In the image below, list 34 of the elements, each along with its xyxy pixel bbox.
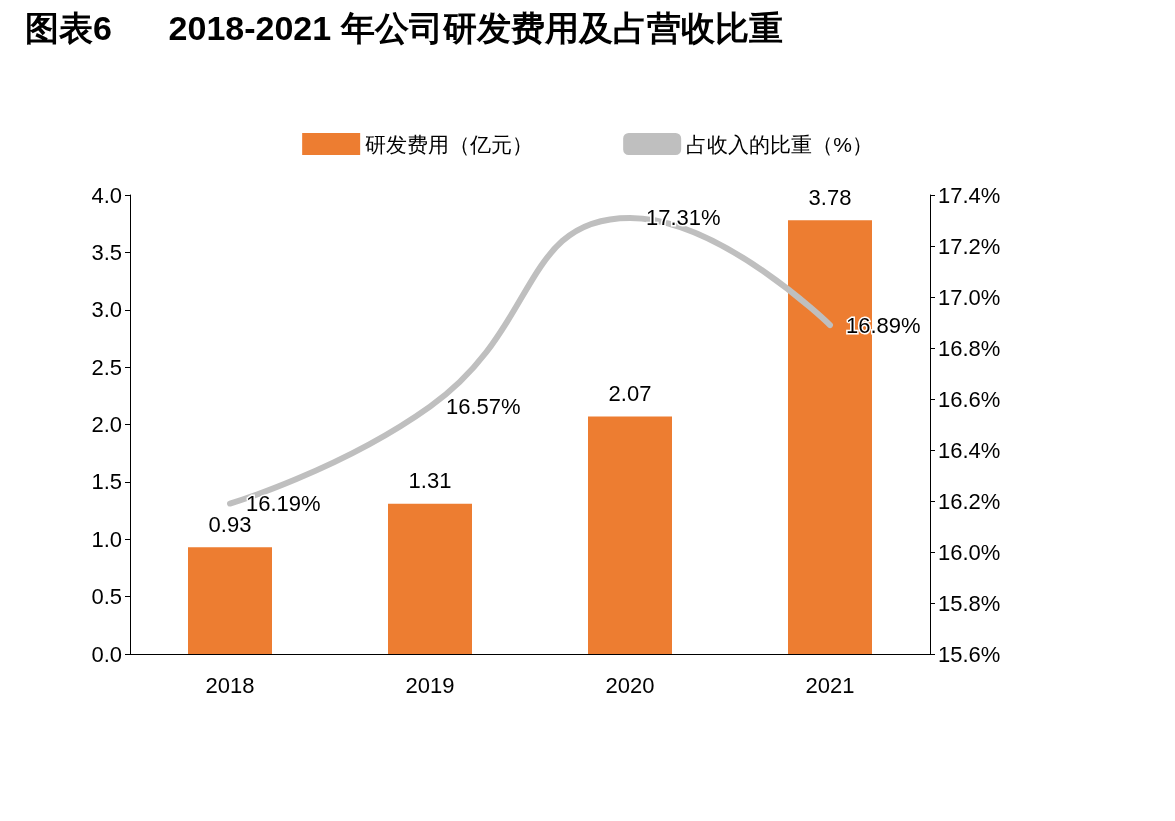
x-tick-label: 2018 (205, 672, 255, 698)
legend-label: 研发费用（亿元） (365, 132, 534, 156)
y-tick-label: 1.5 (91, 469, 122, 495)
y2-tick-label: 16.4% (938, 437, 1001, 463)
x-tick-label: 2019 (405, 672, 455, 698)
y-tick-label: 0.5 (91, 584, 122, 610)
chart-title: 图表6 2018-2021 年公司研发费用及占营收比重 (25, 9, 783, 47)
y2-tick-label: 16.0% (938, 539, 1001, 565)
y-tick-label: 0.0 (91, 641, 122, 667)
y-tick-label: 3.5 (91, 239, 122, 265)
y2-tick-label: 15.8% (938, 590, 1001, 616)
y2-tick-label: 15.6% (938, 641, 1001, 667)
x-tick-label: 2021 (805, 672, 855, 698)
y-tick-label: 3.0 (91, 297, 122, 323)
y-tick-label: 1.0 (91, 526, 122, 552)
y-tick-label: 2.0 (91, 412, 122, 437)
data-label: 3.78 (808, 184, 852, 210)
y2-tick-label: 16.2% (938, 488, 1001, 514)
y2-tick-label: 17.4% (938, 182, 1001, 208)
data-label: 2.07 (608, 380, 652, 406)
y2-tick-label: 16.8% (938, 335, 1001, 361)
legend-label: 占收入的比重（%） (686, 132, 873, 156)
y2-tick-label: 17.0% (938, 284, 1001, 310)
data-label: 17.31% (646, 205, 721, 231)
bar (188, 547, 272, 654)
data-label: 16.57% (446, 394, 521, 420)
y-tick-label: 4.0 (91, 182, 122, 208)
data-label: 1.31 (408, 468, 452, 494)
bar (588, 416, 672, 654)
y-tick-label: 2.5 (91, 354, 122, 380)
y2-tick-label: 16.6% (938, 386, 1001, 412)
bar (388, 503, 472, 654)
y2-tick-label: 17.2% (938, 233, 1001, 259)
x-tick-label: 2020 (605, 672, 655, 698)
